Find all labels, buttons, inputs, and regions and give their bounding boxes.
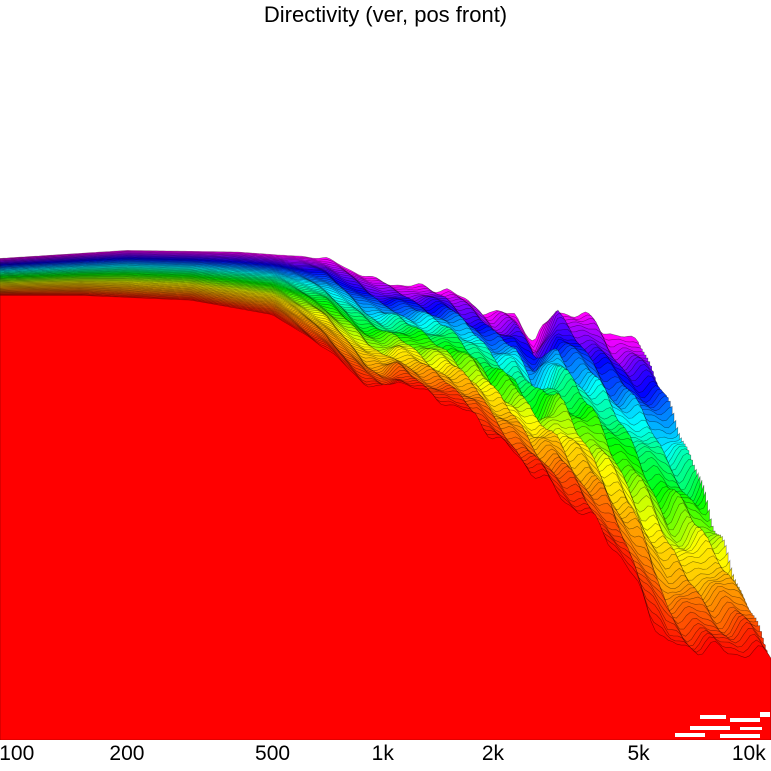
x-tick-1k: 1k [371, 742, 394, 765]
directivity-curve [0, 295, 771, 741]
x-tick-10k: 10k [731, 742, 766, 765]
noise-speck [675, 733, 705, 737]
x-tick-200: 200 [109, 742, 145, 765]
x-tick-2k: 2k [481, 742, 505, 765]
noise-speck [730, 718, 760, 722]
noise-speck [690, 726, 730, 730]
chart-title: Directivity (ver, pos front) [263, 2, 508, 27]
noise-speck [720, 734, 760, 738]
x-axis-band [0, 740, 771, 771]
noise-speck [700, 715, 726, 719]
noise-speck [760, 712, 770, 717]
x-tick-5k: 5k [627, 742, 650, 765]
noise-specks [675, 712, 770, 738]
noise-speck [740, 727, 762, 730]
directivity-surface [0, 250, 771, 741]
x-tick-100: 100 [0, 742, 35, 765]
x-tick-500: 500 [255, 742, 291, 765]
